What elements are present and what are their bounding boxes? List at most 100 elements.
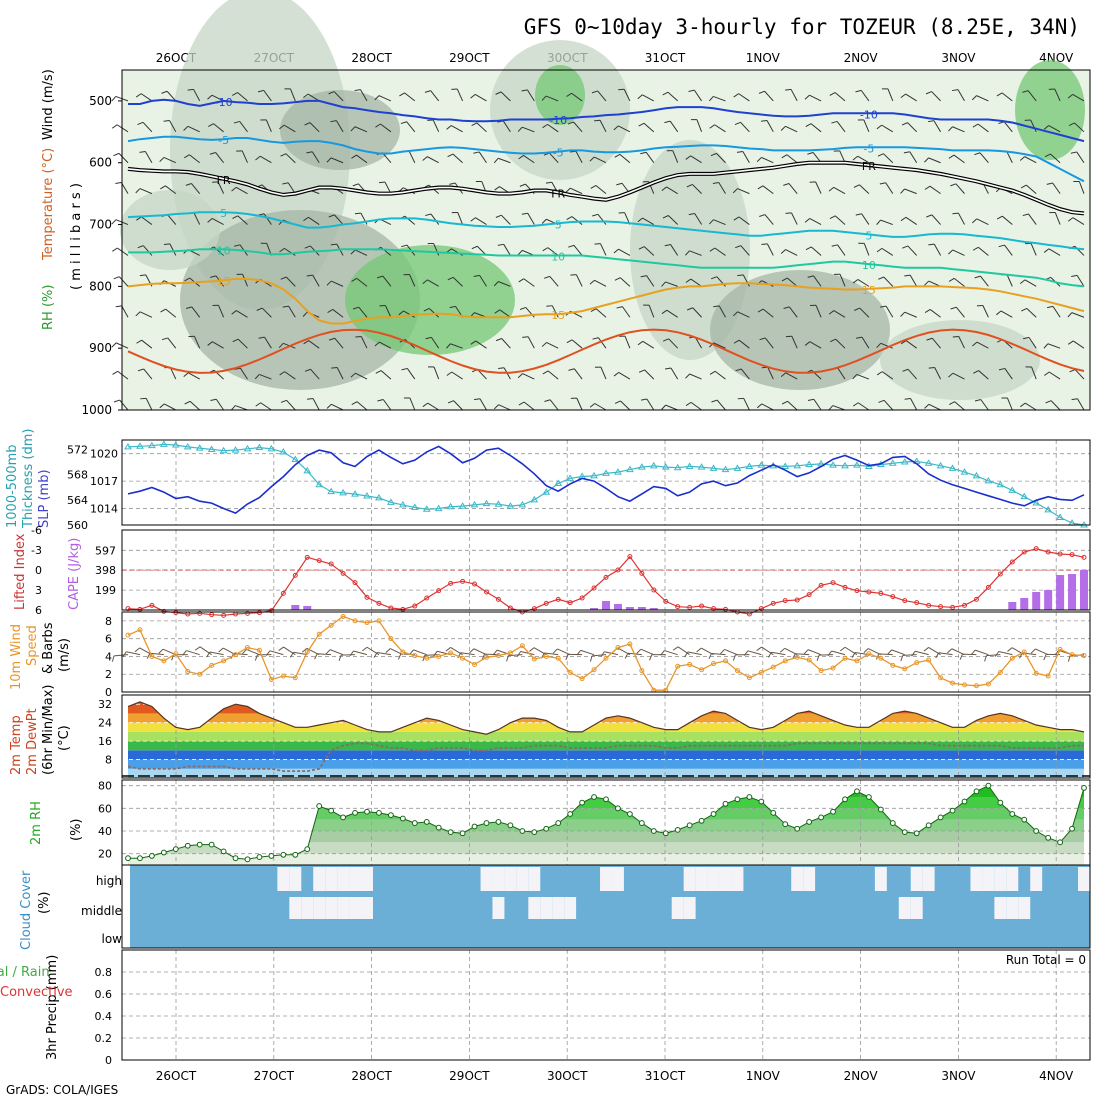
top-time-label: 28OCT [351, 51, 392, 65]
wind-barb-flag [735, 245, 742, 249]
wind-barb [142, 121, 153, 133]
wind-barb [644, 369, 655, 380]
panel-precipitation: 0 0.2 0.4 0.6 0.8 Run Total = 0 3hr Precip (mm… [0, 950, 1090, 1067]
wind-barb [857, 155, 870, 164]
wind-barb [955, 306, 965, 318]
wind-barb [450, 125, 463, 133]
wind-barb-flag [160, 185, 166, 190]
wind-barb [121, 305, 129, 318]
wind-barb-flag [719, 649, 725, 655]
wind-barb-flag [743, 650, 749, 656]
wind-barb-flag [338, 654, 342, 661]
lifted-index-line [127, 548, 1085, 616]
wind-barb-flag [351, 401, 358, 405]
wind-barb-flag [159, 157, 165, 163]
wind-barb-flag [544, 275, 551, 279]
temperature-contour [128, 98, 1085, 143]
wind-barb-flag [373, 652, 378, 658]
wind-label: Wind (m/s) [41, 69, 56, 140]
rh-point [1033, 828, 1040, 834]
wind-barb [475, 217, 487, 225]
wind-barb-flag [241, 649, 247, 655]
pressure-units-label: ( m i l l i b a r s ) [69, 183, 84, 290]
wind-barb [317, 653, 332, 656]
wind-barb-flag [1043, 343, 1049, 349]
wind-barb [594, 279, 607, 287]
cloud-high-clear [970, 867, 983, 891]
wind-barb [718, 305, 726, 318]
wind-barb [312, 274, 320, 287]
thickness-point [410, 503, 419, 510]
wind-barb [905, 216, 917, 225]
wind-barb-flag [544, 399, 551, 402]
wind-speed-point [1045, 673, 1051, 679]
temperature-contour [127, 277, 1085, 325]
lifted-index-point [137, 606, 143, 612]
wind-barb [982, 305, 989, 318]
lifted-index-point [555, 596, 561, 602]
rh-point [638, 820, 645, 826]
wind-barb [473, 648, 487, 656]
wind-barb [856, 373, 870, 380]
wind-barb [500, 91, 511, 102]
wind-barb-flag [856, 336, 863, 339]
bottom-time-axis: 26OCT 27OCT 28OCT 29OCT 30OCT 31OCT 1NOV 2NOV 3N… [156, 1069, 1074, 1083]
rh-band [128, 785, 1084, 797]
wind-barb-flag [685, 250, 690, 256]
cloud-middle-clear [301, 897, 314, 919]
wind-barb [309, 122, 320, 133]
cape-bar [303, 606, 312, 610]
wind-speed-point [806, 657, 812, 663]
wind-barb-flag [401, 367, 408, 371]
wind-barb [212, 341, 224, 349]
contour-label: 5 [865, 229, 872, 242]
wind-label-3: & Barbs [41, 622, 56, 674]
pressure-tick: 900 [89, 341, 112, 355]
wind-barb [1048, 371, 1061, 380]
wind-barb [406, 121, 416, 133]
wind-barb-flag [760, 119, 768, 122]
wind-barb [933, 120, 942, 133]
cloud-high-clear [277, 867, 290, 891]
wind-barb-flag [661, 186, 667, 192]
rh-point [483, 820, 490, 826]
wind-speed-point [699, 667, 705, 673]
thickness-point [590, 471, 598, 479]
wind-barb [761, 403, 774, 411]
lifted-index-point [794, 597, 800, 603]
rh-shading [180, 210, 420, 390]
wind-units: (m/s) [57, 638, 72, 672]
wind-barb [479, 275, 487, 287]
wind-barb-flag [780, 249, 786, 254]
lifted-index-point [1009, 559, 1015, 565]
wind-barb-flag [624, 652, 629, 659]
wind-barb-flag [542, 247, 549, 252]
rh-label: 2m RH [29, 801, 44, 845]
wind-barb [737, 188, 750, 195]
thickness-point [315, 480, 324, 488]
rh-point [650, 828, 657, 834]
wind-barb [215, 152, 224, 164]
contour-label: -5 [553, 147, 564, 160]
wind-barb [622, 306, 631, 318]
wind-speed-point [950, 680, 956, 686]
wind-barb-flag [1054, 650, 1060, 656]
wind-barb-flag [948, 249, 954, 255]
bottom-time-label: 3NOV [941, 1069, 976, 1083]
wind-barb [360, 89, 368, 102]
wind-speed-point [412, 653, 418, 659]
cloud-high-clear [803, 867, 816, 891]
wind-barb [141, 339, 153, 349]
wind-barb [713, 342, 726, 349]
wind-barb [740, 245, 750, 256]
rh-shading [880, 320, 1040, 400]
wind-barb [523, 401, 535, 411]
thickness-point [841, 461, 849, 469]
wind-barb-flag [1067, 94, 1074, 99]
cloud-middle-clear [349, 897, 362, 919]
wind-barb [139, 311, 153, 318]
wind-barb [668, 215, 679, 225]
wind-barb-flag [589, 156, 595, 162]
wind-barb-flag [377, 398, 384, 402]
cloud-high-clear [910, 867, 923, 891]
